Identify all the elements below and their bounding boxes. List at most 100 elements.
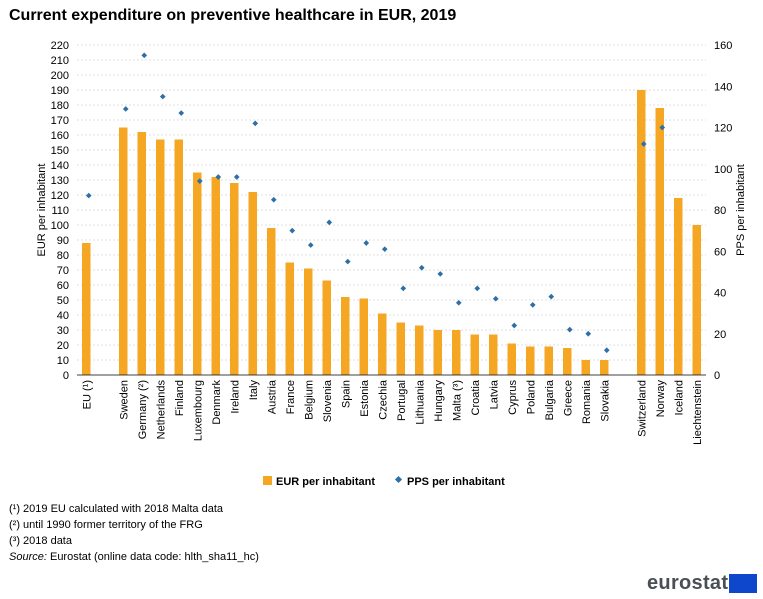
pps-marker <box>344 258 351 265</box>
left-tick-label: 180 <box>51 100 69 112</box>
x-tick-label: Liechtenstein <box>692 380 704 445</box>
bar <box>637 90 646 375</box>
legend-marker-label: PPS per inhabitant <box>407 476 505 488</box>
right-tick-label: 140 <box>714 81 732 93</box>
source-note: Source: Eurostat (online data code: hlth… <box>9 551 259 563</box>
legend-bar-label: EUR per inhabitant <box>276 476 375 488</box>
bar <box>526 346 535 375</box>
right-axis-ticks: 0 20 40 60 80 100 120 140 160 <box>714 40 732 382</box>
pps-marker <box>455 299 462 306</box>
pps-marker <box>85 192 92 199</box>
x-tick-label: Poland <box>525 380 537 414</box>
right-tick-label: 160 <box>714 40 732 52</box>
x-tick-label: Switzerland <box>636 380 648 437</box>
pps-marker <box>400 285 407 292</box>
footnote-3: (³) 2018 data <box>9 535 72 547</box>
left-axis-ticks: 0 10 20 30 40 50 60 70 80 90 100 110 120 130 140 150 160… <box>51 40 69 382</box>
right-tick-label: 120 <box>714 123 732 135</box>
pps-marker <box>418 264 425 271</box>
bar <box>230 183 239 375</box>
bar <box>415 325 424 375</box>
pps-marker <box>122 106 129 112</box>
legend-marker-swatch <box>394 475 403 484</box>
bar <box>378 313 387 375</box>
left-tick-label: 130 <box>51 175 69 187</box>
bar <box>304 268 313 375</box>
x-tick-label: Ireland <box>229 380 241 414</box>
left-tick-label: 90 <box>57 235 69 247</box>
x-tick-label: Luxembourg <box>192 380 204 441</box>
legend: EUR per inhabitant PPS per inhabitant <box>263 475 505 488</box>
pps-marker <box>252 120 259 127</box>
grid-lines <box>77 44 706 361</box>
bar <box>267 228 276 375</box>
footnote-1: (¹) 2019 EU calculated with 2018 Malta d… <box>9 503 224 515</box>
chart-title: Current expenditure on preventive health… <box>9 7 457 24</box>
footnote-2: (²) until 1990 former territory of the F… <box>9 519 203 531</box>
markers <box>85 52 666 354</box>
bar <box>285 262 294 375</box>
left-tick-label: 160 <box>51 130 69 142</box>
bar <box>600 360 609 375</box>
bar <box>211 177 220 375</box>
pps-marker <box>603 347 610 354</box>
pps-marker <box>548 293 555 300</box>
bar <box>692 225 701 375</box>
x-tick-label: Greece <box>562 380 574 416</box>
bar <box>544 346 553 375</box>
pps-marker <box>529 302 536 308</box>
left-tick-label: 30 <box>57 325 69 337</box>
left-tick-label: 40 <box>57 310 69 322</box>
pps-marker <box>640 141 647 147</box>
x-tick-label: Czechia <box>377 379 389 420</box>
chart: 0 10 20 30 40 50 60 70 80 90 100 110 120 130 140 150 160… <box>36 40 747 488</box>
legend-bar-swatch <box>263 476 272 485</box>
right-tick-label: 20 <box>714 329 726 341</box>
bar <box>341 297 350 375</box>
right-tick-label: 0 <box>714 370 720 382</box>
bar <box>507 343 516 375</box>
x-tick-label: Cyprus <box>507 380 519 415</box>
pps-marker <box>270 196 277 203</box>
left-tick-label: 50 <box>57 295 69 307</box>
pps-marker <box>566 326 573 333</box>
x-tick-label: Malta (³) <box>451 380 463 421</box>
source-label: Source: <box>9 551 47 563</box>
pps-marker <box>492 295 499 302</box>
bar <box>193 172 202 375</box>
x-tick-label: Finland <box>174 380 186 416</box>
x-tick-label: Croatia <box>470 379 482 415</box>
left-tick-label: 70 <box>57 265 69 277</box>
left-tick-label: 60 <box>57 280 69 292</box>
bar <box>119 127 128 375</box>
pps-marker <box>233 174 240 180</box>
bar <box>563 348 572 375</box>
x-tick-label: Slovakia <box>599 379 611 421</box>
left-tick-label: 120 <box>51 190 69 202</box>
pps-marker <box>437 271 444 277</box>
x-tick-label: Bulgaria <box>544 379 556 420</box>
pps-marker <box>659 124 666 131</box>
left-tick-label: 10 <box>57 355 69 367</box>
x-tick-label: Portugal <box>396 380 408 421</box>
bar <box>174 139 183 375</box>
bar <box>82 243 91 375</box>
pps-marker <box>474 285 481 292</box>
logo-text: eurostat <box>647 572 729 594</box>
x-tick-label: Latvia <box>488 379 500 409</box>
right-tick-label: 100 <box>714 164 732 176</box>
x-tick-label: Sweden <box>118 380 130 420</box>
pps-marker <box>196 178 203 184</box>
bar <box>581 360 590 375</box>
x-axis-labels: EU (¹) Sweden Germany (²) Netherlands Finlan… <box>81 379 704 445</box>
x-tick-label: Iceland <box>673 380 685 415</box>
eu-flag-icon <box>729 574 757 593</box>
x-tick-label: Romania <box>581 379 593 424</box>
x-tick-label: Netherlands <box>155 380 167 440</box>
bar <box>322 280 331 375</box>
x-tick-label: Italy <box>248 380 260 401</box>
x-tick-label: Lithuania <box>414 379 426 425</box>
bars <box>82 90 701 375</box>
x-tick-label: Slovenia <box>322 379 334 422</box>
source-text: Eurostat (online data code: hlth_sha11_h… <box>46 551 259 563</box>
